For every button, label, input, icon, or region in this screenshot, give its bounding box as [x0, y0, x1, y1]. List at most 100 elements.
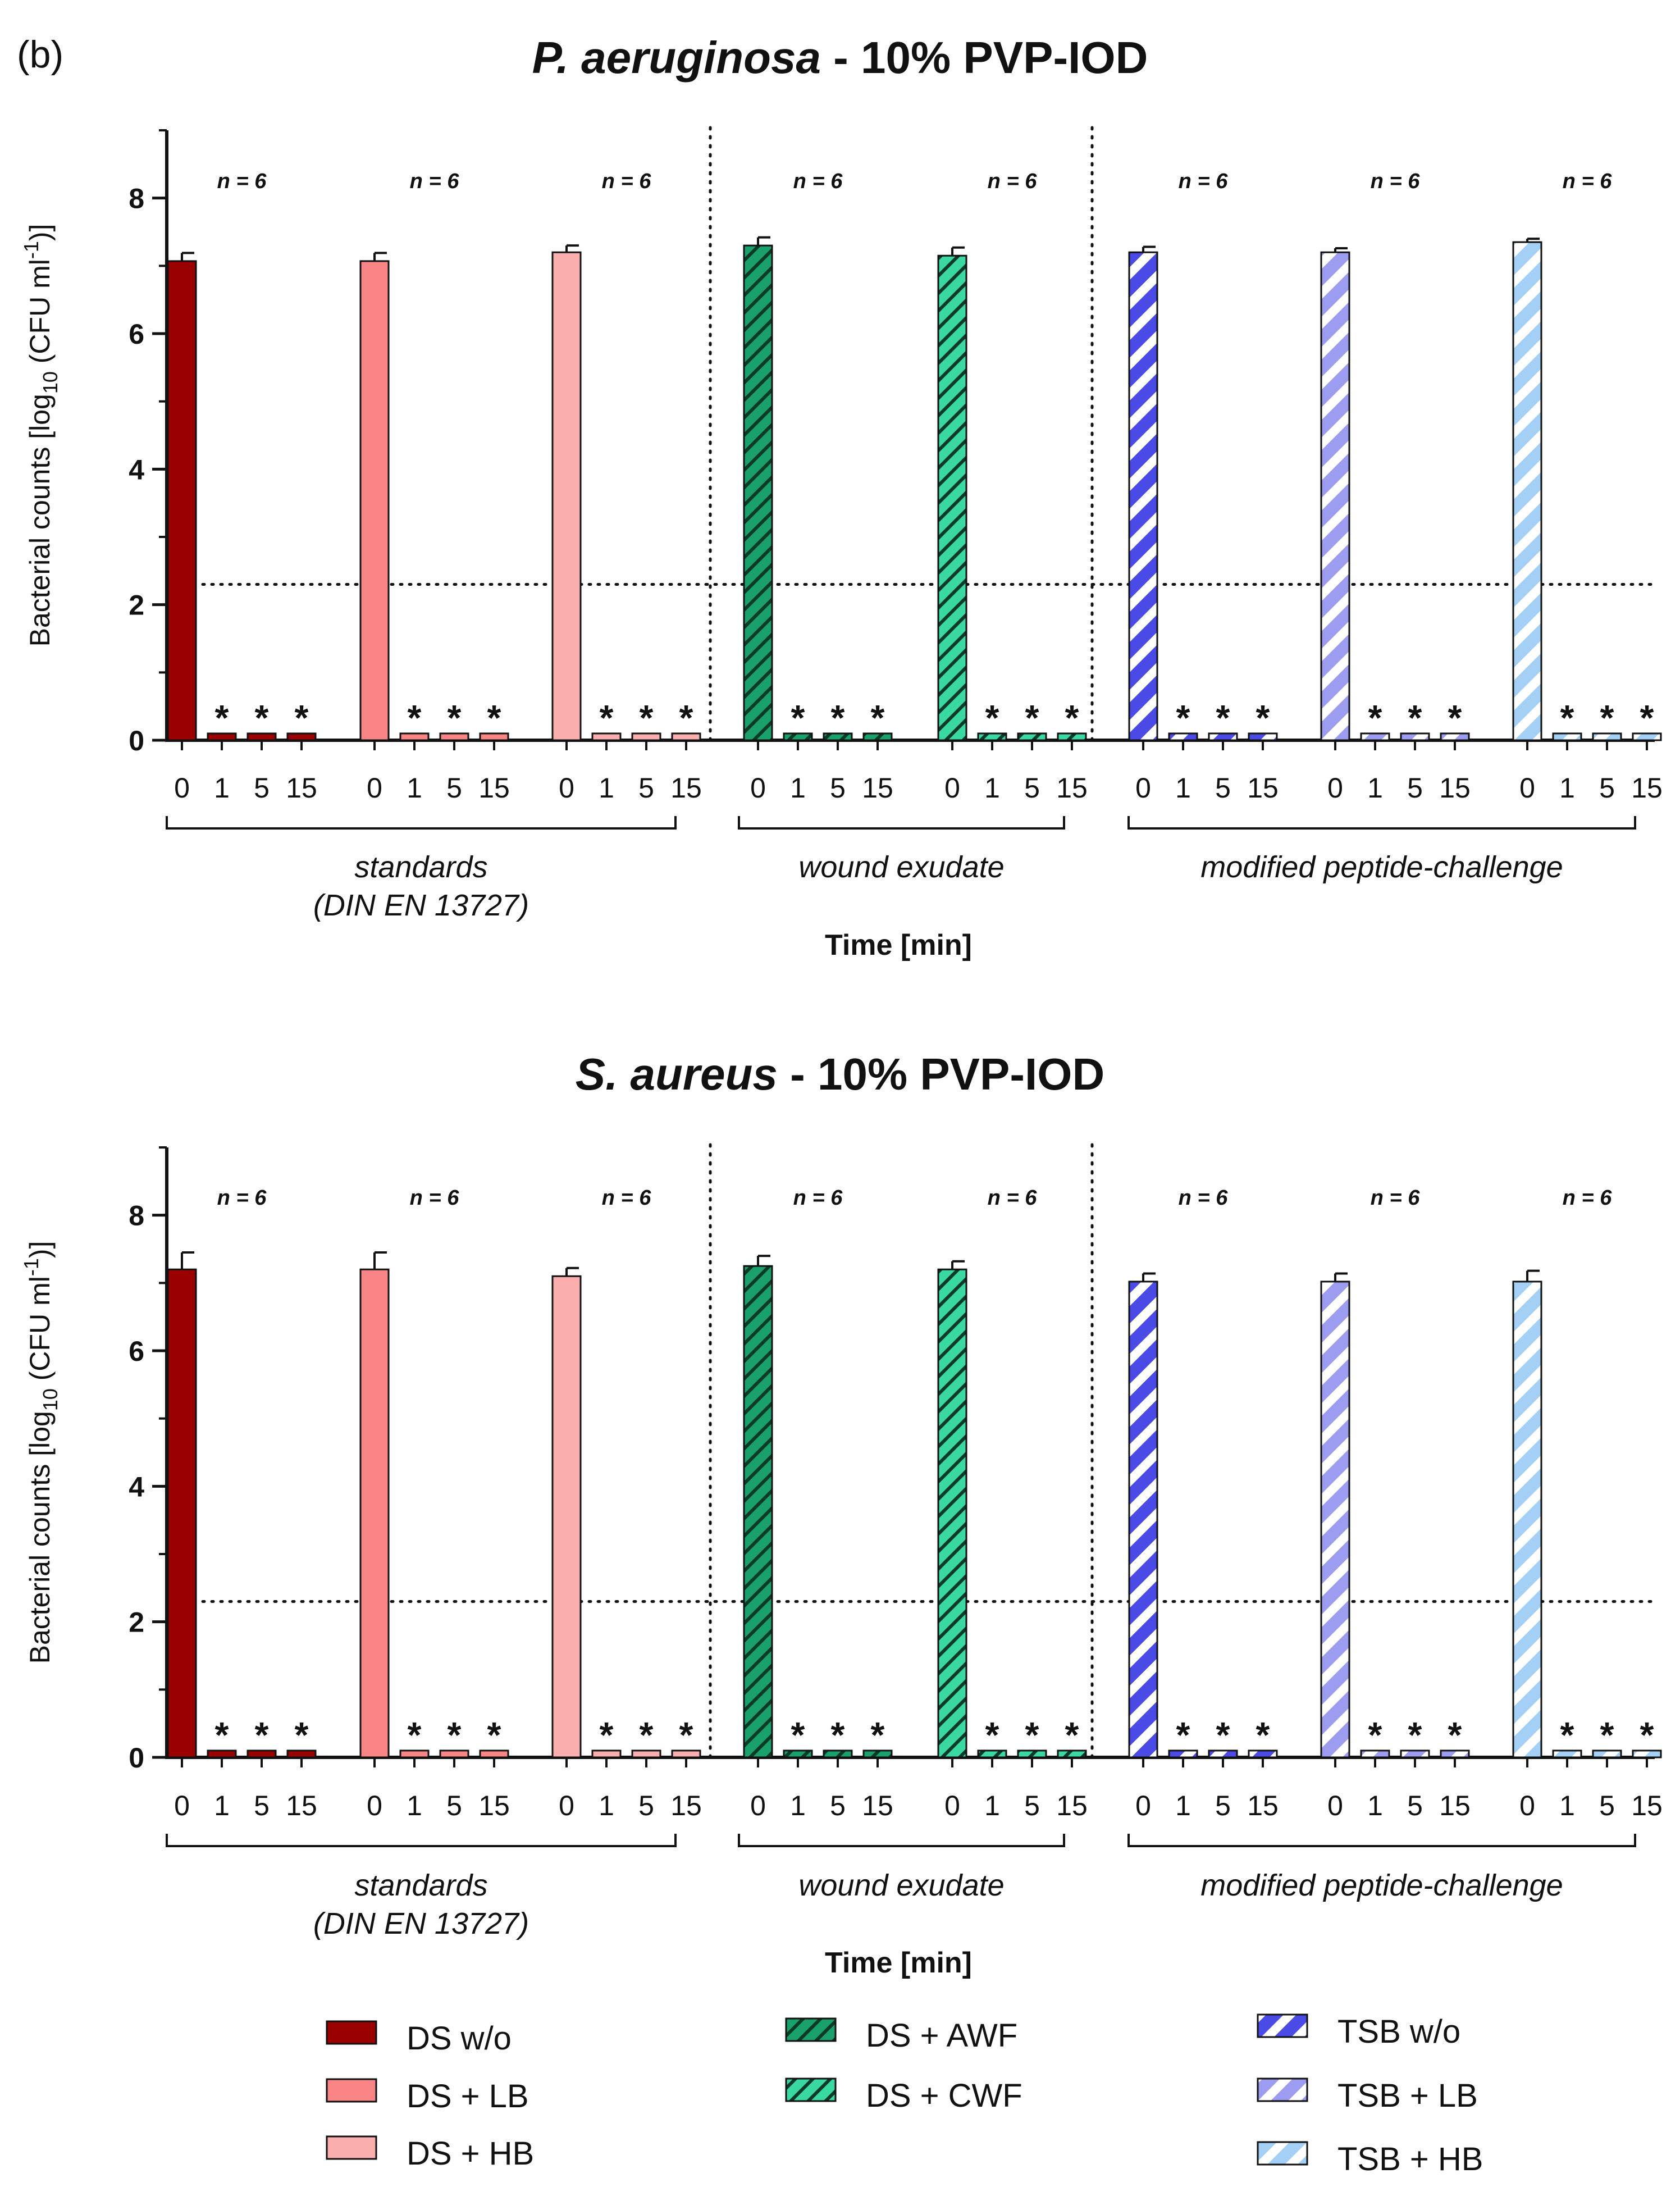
y-tick-label: 8: [129, 1200, 144, 1232]
x-tick-label: 1: [984, 1790, 1000, 1821]
y-tick-label: 4: [129, 454, 144, 485]
panel-label: (b): [17, 33, 63, 76]
x-tick-label: 0: [559, 772, 574, 804]
y-axis-label-sub: 10: [39, 371, 62, 394]
bar-ds_lb-t0: [359, 1268, 390, 1758]
x-tick-label: 5: [446, 772, 462, 804]
legend-label-tsb_wo: TSB w/o: [1337, 2013, 1460, 2050]
x-tick-label: 15: [1247, 772, 1279, 804]
x-tick-label: 15: [1056, 772, 1088, 804]
significance-star: *: [791, 698, 805, 738]
significance-star: *: [1176, 1715, 1190, 1755]
significance-star: *: [1025, 1715, 1039, 1755]
legend-label-ds_awf: DS + AWF: [866, 2017, 1017, 2054]
y-axis-label-part: )]: [24, 224, 56, 242]
y-axis-label-part: Bacterial counts [log: [24, 394, 56, 646]
n-label: n = 6: [217, 170, 267, 193]
chart-title: S. aureus - 10% PVP-IOD: [576, 1049, 1105, 1099]
significance-star: *: [1368, 1715, 1382, 1755]
x-tick-label: 15: [1439, 1790, 1471, 1821]
significance-star: *: [255, 1715, 269, 1755]
x-tick-label: 15: [1439, 772, 1471, 804]
y-tick-label: 2: [129, 1607, 144, 1638]
x-tick-label: 1: [790, 772, 806, 804]
significance-star: *: [1640, 1715, 1654, 1755]
x-tick-label: 0: [750, 1790, 766, 1821]
x-tick-label: 15: [862, 772, 893, 804]
category-bracket: [1127, 816, 1636, 830]
x-tick-label: 0: [1327, 772, 1343, 804]
significance-star: *: [831, 698, 845, 738]
y-tick-label: 2: [129, 590, 144, 621]
significance-star: *: [295, 1715, 309, 1755]
x-tick-label: 5: [830, 1790, 846, 1821]
significance-star: *: [600, 1715, 614, 1755]
legend-swatch-tsb_hb: [1257, 2141, 1308, 2166]
category-label: wound exudate: [798, 1869, 1004, 1902]
x-tick-label: 0: [1519, 1790, 1535, 1821]
bar-tsb_wo-t0: [1128, 251, 1158, 741]
significance-star: *: [640, 1715, 654, 1755]
n-label: n = 6: [1563, 170, 1613, 193]
x-tick-label: 15: [478, 1790, 510, 1821]
category-label: standards: [354, 850, 487, 884]
y-axis-label-part: )]: [24, 1241, 56, 1259]
x-tick-label: 1: [214, 772, 230, 804]
significance-star: *: [1065, 698, 1079, 738]
significance-star: *: [408, 698, 422, 738]
x-tick-label: 1: [1175, 772, 1191, 804]
significance-star: *: [600, 698, 614, 738]
x-tick-label: 15: [670, 1790, 702, 1821]
x-axis-label: Time [min]: [825, 929, 972, 962]
x-tick-label: 0: [944, 1790, 960, 1821]
x-tick-label: 1: [790, 1790, 806, 1821]
x-tick-label: 15: [286, 772, 317, 804]
significance-star: *: [1216, 698, 1230, 738]
significance-star: *: [985, 1715, 999, 1755]
chart-title: P. aeruginosa - 10% PVP-IOD: [532, 33, 1148, 83]
x-tick-label: 0: [174, 1790, 190, 1821]
x-tick-label: 5: [1407, 1790, 1423, 1821]
x-tick-label: 0: [1135, 1790, 1151, 1821]
bar-ds_hb-t0: [551, 251, 582, 741]
category-bracket: [166, 1834, 677, 1847]
x-tick-label: 1: [214, 1790, 230, 1821]
x-tick-label: 5: [638, 772, 654, 804]
bar-ds_wo-t0: [167, 1268, 197, 1758]
significance-star: *: [1448, 698, 1462, 738]
category-bracket: [1127, 1834, 1636, 1847]
x-tick-label: 15: [286, 1790, 317, 1821]
y-axis-label: Bacterial counts [log10 (CFU ml-1)]: [20, 1241, 62, 1664]
significance-star: *: [985, 698, 999, 738]
significance-star: *: [1600, 1715, 1614, 1755]
significance-star: *: [295, 698, 309, 738]
significance-star: *: [1368, 698, 1382, 738]
chart-title-treatment: - 10% PVP-IOD: [778, 1049, 1104, 1099]
n-label: n = 6: [988, 170, 1038, 193]
x-tick-label: 0: [750, 772, 766, 804]
chart-title-organism: P. aeruginosa: [532, 33, 821, 83]
x-tick-label: 15: [670, 772, 702, 804]
x-tick-label: 15: [478, 772, 510, 804]
x-tick-label: 5: [1599, 772, 1615, 804]
category-label-line2: (DIN EN 13727): [313, 1907, 529, 1940]
legend-swatch-tsb_lb: [1257, 2077, 1308, 2102]
x-tick-label: 0: [367, 772, 382, 804]
x-tick-label: 5: [446, 1790, 462, 1821]
x-tick-label: 1: [407, 1790, 422, 1821]
category-label-line2: (DIN EN 13727): [313, 889, 529, 922]
n-label: n = 6: [410, 170, 460, 193]
n-label: n = 6: [793, 170, 843, 193]
significance-star: *: [408, 1715, 422, 1755]
x-tick-label: 0: [367, 1790, 382, 1821]
y-axis-label-sup: -1: [20, 1258, 43, 1276]
y-axis-label: Bacterial counts [log10 (CFU ml-1)]: [20, 224, 62, 647]
bar-ds_cwf-t0: [937, 254, 967, 741]
category-label: modified peptide-challenge: [1200, 850, 1563, 884]
chart-title-organism: S. aureus: [576, 1049, 778, 1099]
legend-label-ds_wo: DS w/o: [407, 2020, 512, 2057]
bar-ds_awf-t0: [743, 1265, 773, 1758]
significance-star: *: [448, 1715, 462, 1755]
legend-swatch-ds_hb: [326, 2135, 377, 2160]
